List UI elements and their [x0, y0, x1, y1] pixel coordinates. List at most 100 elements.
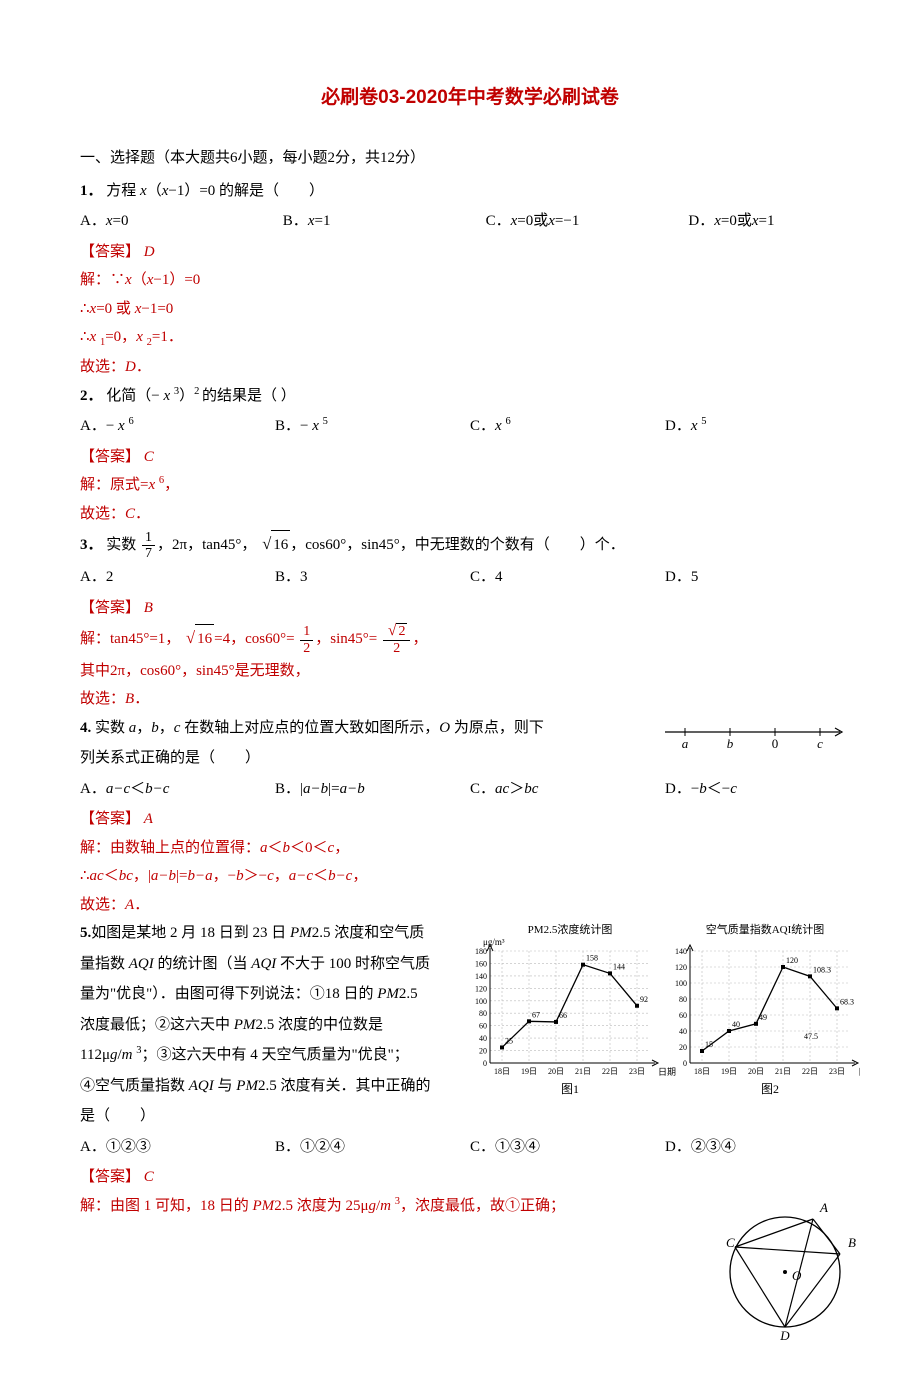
q6-circle-figure: O A B C D: [700, 1192, 860, 1353]
chart1-ylabel: μg/m³: [483, 937, 505, 947]
q2-sol-1: 解：原式=x 6，: [80, 471, 860, 500]
q5-opt-b: B．①②④: [275, 1133, 470, 1162]
svg-text:68.3: 68.3: [840, 998, 854, 1007]
svg-text:158: 158: [586, 954, 598, 963]
q3-stem: 3． 实数 17，2π，tan45°， 16，cos60°，sin45°，中无理…: [80, 528, 860, 561]
q1-opt-d: D．x=0或x=1: [688, 207, 860, 236]
svg-text:60: 60: [479, 1022, 487, 1031]
svg-text:140: 140: [475, 972, 487, 981]
q1-opt-a: A．x=0: [80, 207, 283, 236]
svg-text:40: 40: [679, 1027, 687, 1036]
svg-text:21日: 21日: [575, 1067, 591, 1076]
svg-text:0: 0: [483, 1059, 487, 1068]
svg-text:B: B: [848, 1235, 856, 1250]
q4-text-1: 实数 a，b，c 在数轴上对应点的位置大致如图所示，O 为原点，则下: [95, 720, 544, 736]
q3-opt-c: C．4: [470, 563, 665, 592]
svg-text:20: 20: [679, 1043, 687, 1052]
svg-text:c: c: [817, 736, 823, 750]
number-line-figure: a b 0 c: [660, 720, 850, 750]
q2-opt-a: A．− x 6: [80, 412, 275, 441]
q2-sol-2: 故选：C．: [80, 500, 860, 529]
svg-text:144: 144: [613, 963, 625, 972]
q2-opt-b: B．− x 5: [275, 412, 470, 441]
q4-options: A．a−c＜b−c B．|a−b|=a−b C．ac＞bc D．−b＜−c: [80, 775, 860, 804]
q5-opt-c: C．①③④: [470, 1133, 665, 1162]
svg-text:a: a: [682, 736, 689, 750]
exam-title: 必刷卷03-2020年中考数学必刷试卷: [80, 80, 860, 116]
q5-options: A．①②③ B．①②④ C．①③④ D．②③④: [80, 1133, 860, 1162]
svg-text:25: 25: [505, 1037, 513, 1046]
q4-number: 4.: [80, 720, 91, 736]
q1-answer: 【答案】 D: [80, 238, 860, 267]
svg-text:0: 0: [772, 736, 779, 750]
q3-number: 3．: [80, 537, 103, 553]
q2-opt-d: D．x 5: [665, 412, 860, 441]
svg-text:140: 140: [675, 947, 687, 956]
svg-text:D: D: [779, 1328, 790, 1342]
svg-text:23日: 23日: [629, 1067, 645, 1076]
q1-sol-3: ∴x 1=0，x 2=1．: [80, 323, 860, 353]
svg-text:160: 160: [475, 960, 487, 969]
q5-opt-d: D．②③④: [665, 1133, 860, 1162]
q2-stem: 2． 化简（− x 3）2 的结果是（ ）: [80, 382, 860, 411]
svg-text:20: 20: [479, 1047, 487, 1056]
svg-text:60: 60: [679, 1011, 687, 1020]
svg-text:18日: 18日: [494, 1067, 510, 1076]
svg-text:80: 80: [479, 1009, 487, 1018]
q4-sol-3: 故选：A．: [80, 891, 860, 920]
svg-text:120: 120: [475, 985, 487, 994]
svg-text:40: 40: [732, 1020, 740, 1029]
q3-sol-1: 解：tan45°=1， 16=4，cos60°= 12，sin45°= 22，: [80, 622, 860, 656]
q2-number: 2．: [80, 388, 103, 404]
svg-text:0: 0: [683, 1059, 687, 1068]
q4-opt-b: B．|a−b|=a−b: [275, 775, 470, 804]
svg-text:20日: 20日: [748, 1067, 764, 1076]
q3-options: A．2 B．3 C．4 D．5: [80, 563, 860, 592]
q2-text: 化简（− x 3）2 的结果是（ ）: [106, 388, 296, 404]
pm25-aqi-charts: PM2.5浓度统计图 μg/m³ 02040608010012014016018…: [460, 923, 860, 1103]
svg-text:92: 92: [640, 995, 648, 1004]
section-1-header: 一、选择题（本大题共6小题，每小题2分，共12分）: [80, 144, 860, 173]
q1-stem: 1． 方程 x（x−1）=0 的解是（ ）: [80, 177, 860, 206]
q5-charts: PM2.5浓度统计图 μg/m³ 02040608010012014016018…: [460, 923, 860, 1114]
svg-text:22日: 22日: [802, 1067, 818, 1076]
svg-text:23日: 23日: [829, 1067, 845, 1076]
svg-text:66: 66: [559, 1011, 567, 1020]
svg-text:b: b: [727, 736, 734, 750]
svg-text:20日: 20日: [548, 1067, 564, 1076]
svg-text:18日: 18日: [694, 1067, 710, 1076]
chart2-caption: 图2: [761, 1082, 779, 1096]
svg-text:49: 49: [759, 1013, 767, 1022]
q3-text: 实数 17，2π，tan45°， 16，cos60°，sin45°，中无理数的个…: [106, 537, 624, 553]
q1-number: 1．: [80, 183, 103, 199]
q4-sol-2: ∴ac＜bc，|a−b|=b−a，−b＞−c，a−c＜b−c，: [80, 862, 860, 891]
q3-opt-a: A．2: [80, 563, 275, 592]
svg-text:21日: 21日: [775, 1067, 791, 1076]
svg-text:A: A: [819, 1200, 828, 1215]
q4-opt-a: A．a−c＜b−c: [80, 775, 275, 804]
svg-text:120: 120: [675, 963, 687, 972]
svg-text:180: 180: [475, 947, 487, 956]
q3-answer: 【答案】 B: [80, 594, 860, 623]
svg-text:108.3: 108.3: [813, 966, 831, 975]
q3-sol-2: 其中2π，cos60°，sin45°是无理数，: [80, 657, 860, 686]
q3-opt-d: D．5: [665, 563, 860, 592]
q1-sol-4: 故选：D．: [80, 353, 860, 382]
q5-block: PM2.5浓度统计图 μg/m³ 02040608010012014016018…: [80, 919, 860, 1133]
q1-text: 方程 x（x−1）=0 的解是（ ）: [106, 183, 324, 199]
svg-text:80: 80: [679, 995, 687, 1004]
q1-sol-2: ∴x=0 或 x−1=0: [80, 295, 860, 324]
svg-text:C: C: [726, 1235, 735, 1250]
chart1-caption: 图1: [561, 1082, 579, 1096]
svg-text:40: 40: [479, 1034, 487, 1043]
q1-opt-b: B．x=1: [283, 207, 486, 236]
svg-text:15: 15: [705, 1040, 713, 1049]
svg-text:47.5: 47.5: [804, 1032, 818, 1041]
svg-text:100: 100: [675, 979, 687, 988]
q3-opt-b: B．3: [275, 563, 470, 592]
svg-text:19日: 19日: [721, 1067, 737, 1076]
svg-text:日期: 日期: [858, 1067, 860, 1077]
svg-text:日期: 日期: [658, 1067, 676, 1077]
q4-block: 4. 实数 a，b，c 在数轴上对应点的位置大致如图所示，O 为原点，则下 列关…: [80, 714, 860, 773]
q5-opt-a: A．①②③: [80, 1133, 275, 1162]
